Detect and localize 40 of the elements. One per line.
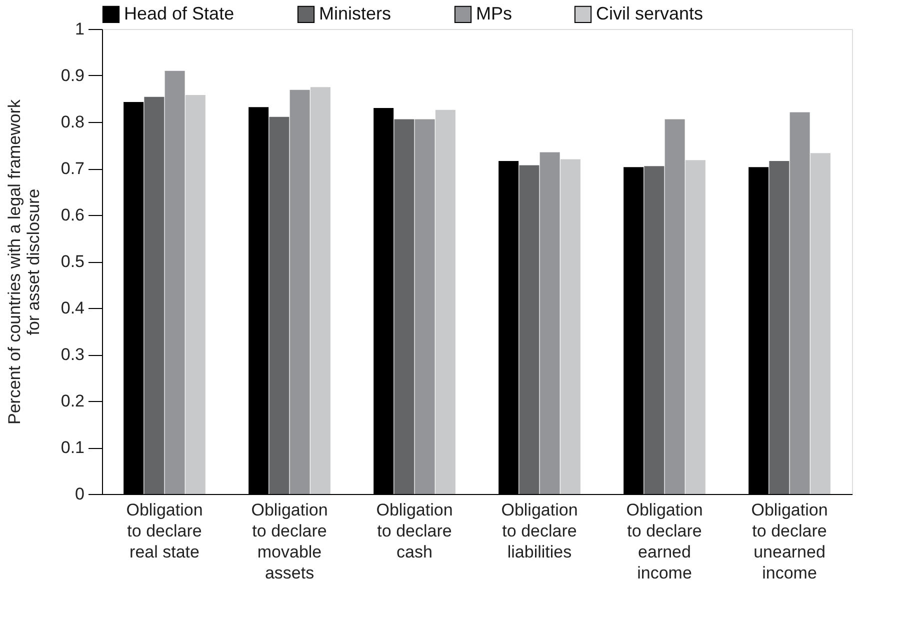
y-tick-label: 0 — [75, 484, 84, 504]
bar — [644, 166, 664, 494]
y-tick-label: 0.9 — [60, 66, 84, 85]
y-tick-label: 0.2 — [60, 392, 84, 410]
bar — [394, 119, 414, 494]
bar — [685, 160, 706, 494]
bar — [540, 152, 560, 494]
y-tick-label: 1 — [75, 20, 84, 38]
x-tick-label: Obligation to declare unearned income — [751, 500, 828, 582]
y-tick-label: 0.4 — [60, 298, 84, 318]
bar — [435, 110, 456, 494]
bar — [290, 90, 310, 494]
legend-label: Head of State — [124, 3, 234, 24]
y-tick-label: 0.1 — [60, 438, 84, 457]
y-tick-label: 0.6 — [60, 206, 84, 224]
bar — [519, 165, 540, 494]
bar — [769, 161, 790, 494]
legend-label: Ministers — [319, 3, 392, 24]
bar — [164, 70, 185, 494]
bar — [414, 119, 435, 494]
bar — [185, 95, 206, 494]
y-axis-title: Percent of countries with a legal framework for asset disclosure — [4, 98, 43, 425]
bar — [560, 159, 580, 494]
bar — [790, 112, 810, 494]
y-tick-label: 0.5 — [60, 252, 84, 271]
y-tick-label: 0.7 — [60, 159, 84, 178]
bar — [310, 87, 330, 494]
bar — [664, 119, 685, 494]
x-tick-label: Obligation to declare cash — [376, 500, 453, 562]
bar — [269, 116, 290, 494]
x-tick-label: Obligation to declare movable assets — [251, 500, 328, 582]
y-tick-label: 0.8 — [60, 112, 84, 132]
x-tick-label: Obligation to declare earned income — [626, 500, 703, 582]
y-tick-label: 0.3 — [60, 345, 84, 364]
bar — [810, 153, 830, 494]
x-tick-label: Obligation to declare liabilities — [501, 500, 578, 562]
x-tick-label: Obligation to declare real state — [126, 500, 203, 562]
bar — [144, 96, 164, 494]
legend-label: Civil servants — [596, 3, 704, 24]
legend-label: MPs — [476, 3, 512, 24]
